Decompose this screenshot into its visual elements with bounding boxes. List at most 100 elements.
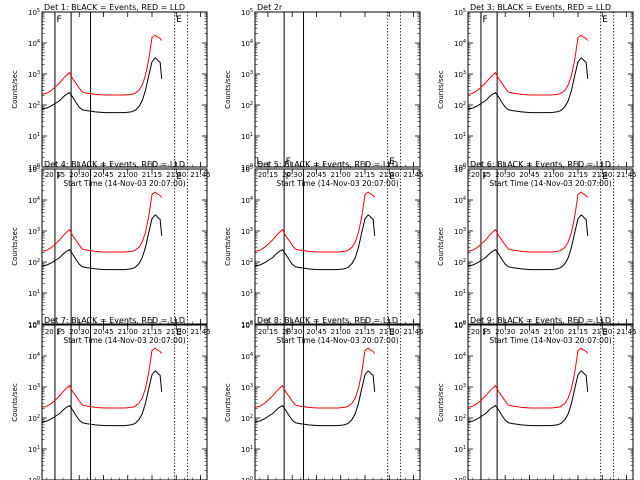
y-axis-label: Counts/sec: [11, 70, 19, 109]
time-marker-label: F: [482, 172, 487, 182]
x-tick-label: 21:15: [355, 171, 375, 179]
panel-det-1: Det 1: BLACK = Events, RED = LLD 100 101 10…: [11, 3, 211, 188]
y-tick-label: 105: [28, 165, 40, 174]
plot-title: Det 5: BLACK = Events, RED = LLD: [257, 160, 398, 169]
y-tick-label: 104: [241, 39, 253, 48]
x-tick-label: 21:30: [379, 328, 399, 336]
time-marker-label: E: [176, 172, 182, 182]
y-tick-label: 101: [241, 132, 253, 141]
y-axis-label: Counts/sec: [11, 227, 19, 266]
y-tick-label: 103: [241, 227, 253, 236]
x-tick-label: 21:00: [331, 171, 351, 179]
x-tick-label: 20:45: [93, 328, 113, 336]
y-tick-label: 101: [28, 132, 40, 141]
y-tick-label: 100: [28, 320, 40, 329]
time-marker-label: F: [286, 328, 291, 338]
y-tick-label: 104: [454, 196, 466, 205]
time-marker-label: E: [602, 328, 608, 338]
time-marker-label: E: [602, 15, 608, 25]
plot-title: Det 4: BLACK = Events, RED = LLD: [44, 160, 185, 169]
x-tick-label: 21:45: [190, 171, 210, 179]
panel-det-8: Det 8: BLACK = Events, RED = LLD 100 101 10…: [224, 316, 421, 480]
plot-title: Det 1: BLACK = Events, RED = LLD: [44, 3, 185, 12]
x-axis-label: Start Time (14-Nov-03 20:07:00): [489, 179, 611, 188]
x-tick-label: 21:30: [592, 328, 612, 336]
series-events-line: [467, 370, 589, 427]
x-tick-label: 20:30: [495, 328, 515, 336]
x-tick-label: 21:15: [568, 171, 588, 179]
y-axis-label: Counts/sec: [437, 383, 445, 422]
y-tick-label: 100: [28, 476, 40, 480]
plot-title: Det 6: BLACK = Events, RED = LLD: [470, 160, 611, 169]
time-marker-label: E: [389, 328, 395, 338]
y-tick-label: 103: [241, 383, 253, 392]
y-tick-label: 101: [454, 132, 466, 141]
plot-frame: [41, 324, 208, 480]
x-tick-label: 21:45: [403, 171, 423, 179]
time-marker-label: E: [389, 157, 395, 167]
panel-det-5: Det 5: BLACK = Events, RED = LLD 100 101 10…: [224, 160, 424, 345]
time-marker-label: F: [482, 15, 487, 25]
time-marker-label: E: [389, 172, 395, 182]
y-tick-label: 104: [454, 352, 466, 361]
time-marker-label: L: [257, 157, 262, 167]
x-tick-label: 21:00: [544, 171, 564, 179]
x-tick-label: 20:45: [306, 328, 326, 336]
series-events-line: [254, 214, 376, 271]
y-tick-label: 102: [28, 258, 40, 267]
y-tick-label: 102: [28, 414, 40, 423]
panel-det-2: Det 2r 100 101 102 103 104 105 Counts/sec 20:15 2…: [224, 3, 424, 188]
y-tick-label: 101: [28, 289, 40, 298]
x-tick-label: 20:30: [69, 328, 89, 336]
x-tick-label: 20:30: [495, 171, 515, 179]
series-events-line: [467, 214, 589, 271]
time-marker-label: F: [286, 157, 291, 167]
series-lld-line: [254, 347, 376, 409]
time-marker-label: E: [176, 15, 182, 25]
y-tick-label: 105: [454, 321, 466, 330]
plot-frame: [467, 168, 634, 325]
y-tick-label: 103: [28, 70, 40, 79]
y-tick-label: 101: [454, 445, 466, 454]
y-tick-label: 102: [454, 258, 466, 267]
series-events-line: [41, 57, 163, 114]
x-tick-label: 20:30: [69, 171, 89, 179]
y-tick-label: 105: [454, 165, 466, 174]
series-lld-line: [41, 34, 163, 96]
y-axis-label: Counts/sec: [224, 227, 232, 266]
x-axis-label: Start Time (14-Nov-03 20:07:00): [276, 336, 398, 345]
x-tick-label: 20:45: [519, 328, 539, 336]
x-tick-label: 21:45: [616, 328, 636, 336]
y-tick-label: 105: [241, 321, 253, 330]
x-tick-label: 21:45: [190, 328, 210, 336]
x-tick-label: 20:30: [282, 328, 302, 336]
time-marker-label: F: [56, 15, 61, 25]
plot-frame: [41, 168, 208, 325]
y-axis-label: Counts/sec: [437, 227, 445, 266]
panel-det-7: Det 7: BLACK = Events, RED = LLD 100 101 10…: [11, 316, 208, 480]
x-tick-label: 21:30: [166, 171, 186, 179]
x-tick-label: 21:15: [568, 328, 588, 336]
y-tick-label: 105: [28, 8, 40, 17]
x-tick-label: 21:00: [544, 328, 564, 336]
series-lld-line: [467, 191, 589, 253]
y-tick-label: 103: [454, 70, 466, 79]
x-tick-label: 20:15: [258, 171, 278, 179]
plot-frame: [41, 11, 208, 168]
y-tick-label: 102: [241, 258, 253, 267]
series-lld-line: [467, 347, 589, 409]
series-events-line: [41, 370, 163, 427]
plot-title: Det 8: BLACK = Events, RED = LLD: [257, 316, 398, 325]
series-lld-line: [41, 191, 163, 253]
y-tick-label: 103: [28, 227, 40, 236]
x-tick-label: 21:00: [118, 328, 138, 336]
y-tick-label: 104: [28, 352, 40, 361]
y-tick-label: 100: [241, 320, 253, 329]
plot-frame: [254, 324, 421, 480]
x-tick-label: 20:15: [258, 328, 278, 336]
y-tick-label: 105: [454, 8, 466, 17]
plot-title: Det 9: BLACK = Events, RED = LLD: [470, 316, 611, 325]
time-marker-label: E: [176, 328, 182, 338]
y-tick-label: 100: [454, 476, 466, 480]
